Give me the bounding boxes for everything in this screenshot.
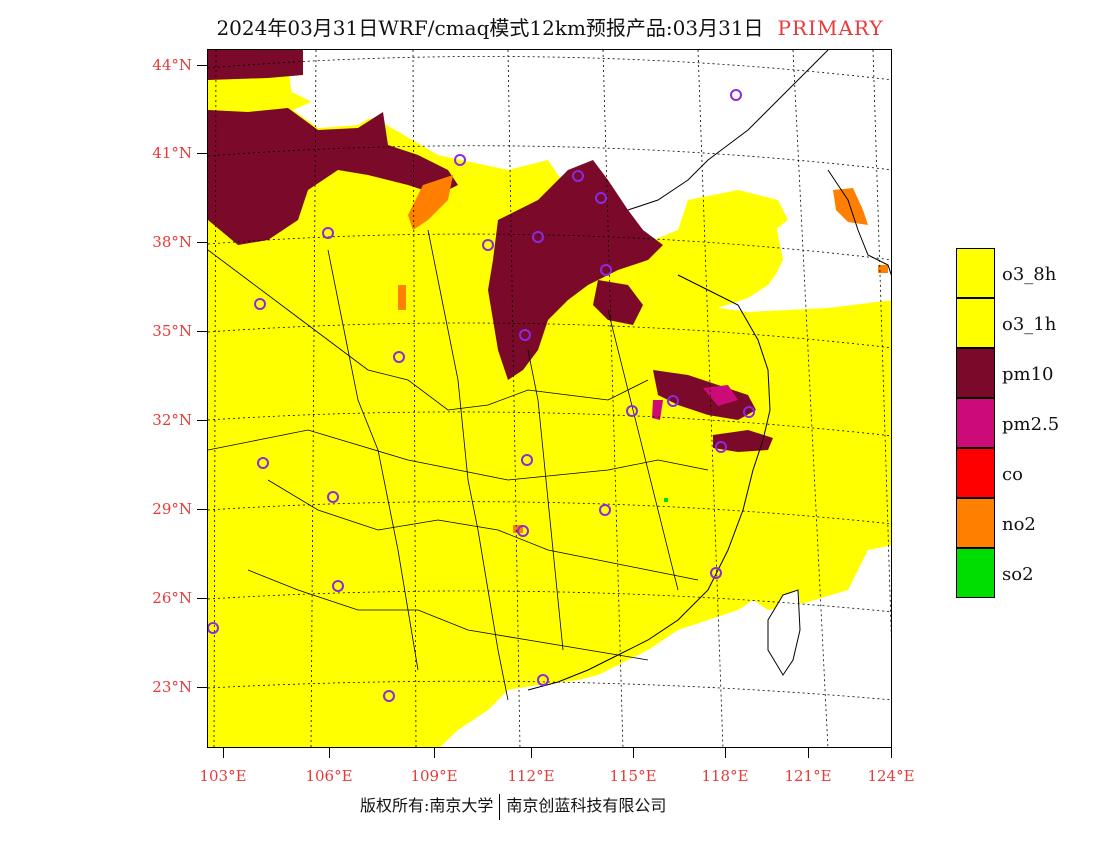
map-canvas — [208, 50, 891, 747]
lon-label-121: 121°E — [784, 767, 832, 785]
taiwan-outline — [767, 589, 801, 676]
pm25-patch — [703, 385, 738, 406]
pm10-topleft — [208, 50, 303, 80]
city-markers — [208, 89, 755, 702]
legend: o3_8h o3_1h pm10 pm2.5 co no2 so2 — [956, 248, 1096, 598]
legend-label: so2 — [1002, 564, 1034, 585]
lat-label-38: 38°N — [152, 233, 192, 251]
copyright-footer: 版权所有:南京大学 南京创蓝科技有限公司 — [360, 792, 666, 820]
lat-tick — [197, 687, 207, 688]
lat-tick — [197, 153, 207, 154]
so2-spot — [664, 498, 668, 502]
legend-item-no2: no2 — [956, 498, 1096, 548]
title-main: 2024年03月31日WRF/cmaq模式12km预报产品:03月31日 — [216, 16, 764, 40]
lat-tick — [197, 509, 207, 510]
no-data-north — [293, 75, 383, 128]
no-data-northeast — [378, 50, 891, 306]
lon-tick — [531, 748, 532, 758]
lon-tick — [633, 748, 634, 758]
legend-item-co: co — [956, 448, 1096, 498]
pm10-yangtze-east — [713, 430, 773, 452]
lon-label-115: 115°E — [609, 767, 657, 785]
footer-separator — [499, 793, 501, 820]
coast-outline-2 — [527, 274, 771, 691]
lat-tick — [197, 242, 207, 243]
legend-label: co — [1002, 464, 1023, 485]
lon-tick — [808, 748, 809, 758]
legend-item-pm25: pm2.5 — [956, 398, 1096, 448]
legend-item-o3-8h: o3_8h — [956, 248, 1096, 298]
lat-label-44: 44°N — [152, 56, 192, 74]
legend-swatch — [956, 298, 995, 348]
korea-outline — [827, 169, 891, 276]
lat-label-26: 26°N — [152, 589, 192, 607]
pm25-patch-2 — [652, 400, 663, 420]
legend-item-pm10: pm10 — [956, 348, 1096, 398]
lon-label-118: 118°E — [701, 767, 749, 785]
legend-swatch — [956, 548, 995, 598]
pm10-yangtze — [653, 370, 756, 420]
title-tag: PRIMARY — [777, 16, 884, 40]
legend-label: no2 — [1002, 514, 1036, 535]
lat-tick — [197, 420, 207, 421]
legend-swatch — [956, 348, 995, 398]
o3-shandong — [678, 190, 788, 275]
lat-label-29: 29°N — [152, 500, 192, 518]
lon-label-103: 103°E — [199, 767, 247, 785]
pm10-northwest — [208, 108, 458, 245]
legend-label: o3_1h — [1002, 314, 1057, 335]
legend-item-so2: so2 — [956, 548, 1096, 598]
legend-swatch — [956, 448, 995, 498]
graticule — [208, 50, 891, 747]
legend-swatch — [956, 248, 995, 298]
legend-swatch — [956, 498, 995, 548]
legend-label: pm10 — [1002, 364, 1054, 385]
lat-tick — [197, 65, 207, 66]
footer-right: 南京创蓝科技有限公司 — [506, 796, 667, 815]
lon-label-106: 106°E — [305, 767, 353, 785]
map-title: 2024年03月31日WRF/cmaq模式12km预报产品:03月31日 PRIM… — [0, 12, 1100, 41]
lon-label-124: 124°E — [867, 767, 915, 785]
lat-tick — [197, 598, 207, 599]
map-area — [207, 49, 892, 748]
lat-label-41: 41°N — [152, 144, 192, 162]
lon-tick — [434, 748, 435, 758]
legend-label: o3_8h — [1002, 264, 1057, 285]
legend-swatch — [956, 398, 995, 448]
lat-label-23: 23°N — [152, 678, 192, 696]
legend-label: pm2.5 — [1002, 414, 1060, 435]
lat-label-32: 32°N — [152, 411, 192, 429]
coast-outline — [627, 50, 829, 211]
pm10-north-plain — [488, 160, 663, 380]
lon-tick — [891, 748, 892, 758]
lat-tick — [197, 331, 207, 332]
lon-tick — [223, 748, 224, 758]
lon-label-112: 112°E — [507, 767, 555, 785]
no2-spot — [398, 285, 406, 310]
lon-tick — [725, 748, 726, 758]
lat-label-35: 35°N — [152, 322, 192, 340]
lon-tick — [329, 748, 330, 758]
lon-label-109: 109°E — [410, 767, 458, 785]
province-boundaries — [208, 229, 709, 701]
pm10-hebei — [593, 280, 643, 325]
footer-left: 版权所有:南京大学 — [360, 796, 494, 815]
legend-item-o3-1h: o3_1h — [956, 298, 1096, 348]
no2-spot-3 — [878, 265, 888, 273]
no2-northwest-strip — [408, 175, 453, 230]
